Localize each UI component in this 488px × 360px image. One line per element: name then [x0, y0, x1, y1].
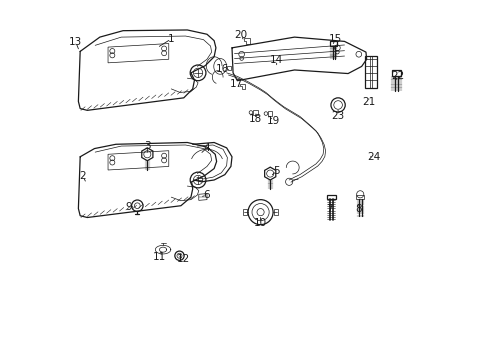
Text: 4: 4: [203, 143, 210, 153]
Text: 14: 14: [269, 55, 283, 65]
Text: 20: 20: [234, 30, 247, 40]
Text: 18: 18: [248, 114, 261, 124]
Text: 9: 9: [125, 202, 131, 212]
Text: 5: 5: [273, 166, 280, 176]
Text: 19: 19: [266, 116, 279, 126]
Text: 3: 3: [144, 141, 150, 151]
Text: 1: 1: [167, 34, 174, 44]
Text: 23: 23: [331, 111, 344, 121]
Text: 21: 21: [362, 97, 375, 107]
Text: 8: 8: [355, 203, 362, 213]
Text: 24: 24: [366, 152, 380, 162]
Text: 15: 15: [328, 34, 342, 44]
Text: 2: 2: [80, 171, 86, 181]
Text: 13: 13: [69, 37, 82, 48]
Text: 7: 7: [325, 203, 332, 213]
Text: 11: 11: [153, 252, 166, 262]
Text: 10: 10: [253, 218, 266, 228]
Text: 16: 16: [215, 64, 228, 74]
Text: 12: 12: [177, 254, 190, 264]
Text: 22: 22: [391, 71, 404, 81]
Text: 17: 17: [229, 78, 243, 89]
Text: 6: 6: [203, 190, 210, 200]
